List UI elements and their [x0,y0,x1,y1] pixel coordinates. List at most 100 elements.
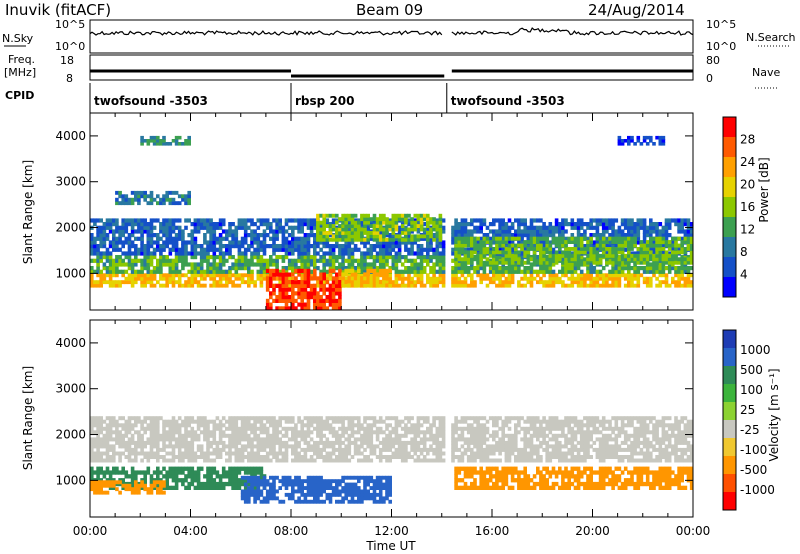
heatmap-cell [677,225,681,230]
heatmap-cell [470,243,474,248]
heatmap-cell [388,227,392,232]
heatmap-cell [112,233,116,238]
heatmap-cell [278,287,282,292]
heatmap-cell [338,437,342,442]
heatmap-cell [375,224,380,228]
heatmap-cell [215,423,220,428]
heatmap-cell [137,225,141,230]
heatmap-cell [196,262,201,267]
heatmap-cell [504,250,509,255]
heatmap-cell [608,283,612,288]
heatmap-cell [561,240,565,244]
heatmap-cell [514,257,518,262]
heatmap-cell [256,233,261,238]
heatmap-cell [360,213,364,218]
heatmap-cell [400,213,405,218]
heatmap-cell [228,455,232,459]
heatmap-cell [664,222,669,227]
heatmap-cell [391,440,396,445]
heatmap-cell [492,236,496,241]
heatmap-cell [294,437,298,442]
heatmap-cell [171,247,176,252]
heatmap-cell [243,218,248,223]
heatmap-cell [608,276,612,281]
heatmap-cell [313,222,317,227]
heatmap-cell [319,255,323,260]
heatmap-cell [504,257,509,262]
heatmap-cell [608,236,612,241]
heatmap-cell [369,458,374,463]
heatmap-cell [404,283,408,288]
heatmap-cell [649,139,653,143]
heatmap-cell [410,440,414,445]
heatmap-cell [573,244,578,249]
heatmap-cell [127,416,132,421]
heatmap-cell [174,437,179,442]
heatmap-cell [331,302,336,307]
heatmap-cell [357,447,361,452]
heatmap-cell [303,276,308,281]
heatmap-cell [400,447,405,452]
heatmap-cell [338,419,342,424]
heatmap-cell [410,455,414,459]
heatmap-cell [168,201,173,206]
heatmap-cell [134,222,138,227]
heatmap-cell [243,258,248,263]
heatmap-cell [105,218,110,223]
heatmap-cell [322,287,326,292]
heatmap-cell [262,222,267,227]
heatmap-cell [655,253,659,258]
heatmap-cell [306,247,311,252]
heatmap-cell [209,440,213,445]
heatmap-cell [269,244,273,249]
heatmap-cell [209,283,213,288]
heatmap-cell [592,257,597,262]
heatmap-cell [193,266,198,271]
heatmap-cell [567,250,571,255]
heatmap-cell [140,273,144,278]
heatmap-cell [608,244,612,249]
heatmap-cell [413,262,418,267]
heatmap-cell [149,225,154,230]
heatmap-cell [127,437,132,442]
heatmap-cell [278,306,282,311]
heatmap-cell [542,253,546,258]
heatmap-cell [272,440,276,445]
heatmap-cell [300,280,304,285]
heatmap-cell [121,225,125,230]
heatmap-cell [532,225,537,230]
heatmap-cell [159,266,163,271]
heatmap-cell [152,225,157,230]
heatmap-cell [677,243,681,248]
heatmap-cell [143,247,147,252]
heatmap-cell [199,225,204,230]
heatmap-cell [350,430,355,435]
heatmap-cell [303,236,308,241]
heatmap-cell [639,218,644,223]
heatmap-cell [391,227,396,232]
heatmap-cell [231,273,235,278]
heatmap-cell [322,258,326,263]
heatmap-cell [177,247,182,252]
heatmap-cell [488,280,493,285]
heatmap-cell [426,276,430,281]
heatmap-cell [397,240,402,245]
heatmap-cell [162,225,166,230]
heatmap-cell [306,291,311,296]
heatmap-cell [275,266,279,271]
heatmap-cell [228,426,232,431]
heatmap-cell [592,240,597,245]
heatmap-cell [262,258,267,263]
heatmap-cell [353,231,358,235]
heatmap-cell [492,280,496,285]
heatmap-cell [605,240,609,244]
heatmap-cell [388,247,392,252]
heatmap-cell [429,430,433,435]
heatmap-cell [284,276,289,281]
heatmap-cell [536,240,540,244]
heatmap-cell [592,218,597,223]
heatmap-cell [112,280,116,285]
heatmap-cell [363,272,367,277]
heatmap-cell [118,190,122,195]
heatmap-cell [510,257,515,262]
